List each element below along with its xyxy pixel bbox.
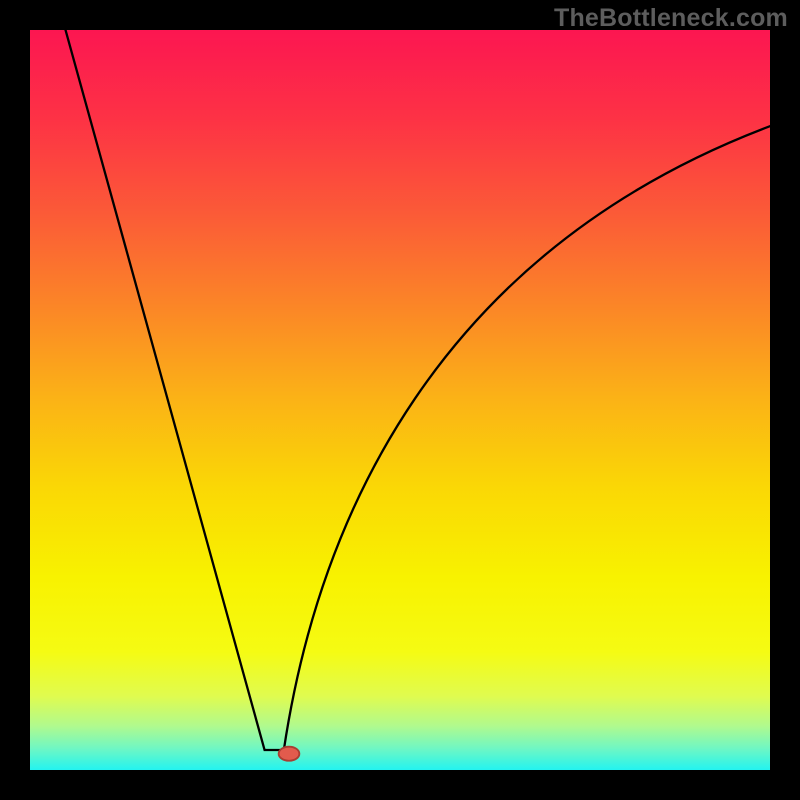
chart-gradient-bg — [30, 30, 770, 770]
watermark-text: TheBottleneck.com — [554, 4, 788, 33]
bottleneck-chart — [0, 0, 800, 800]
optimum-marker — [279, 747, 300, 761]
